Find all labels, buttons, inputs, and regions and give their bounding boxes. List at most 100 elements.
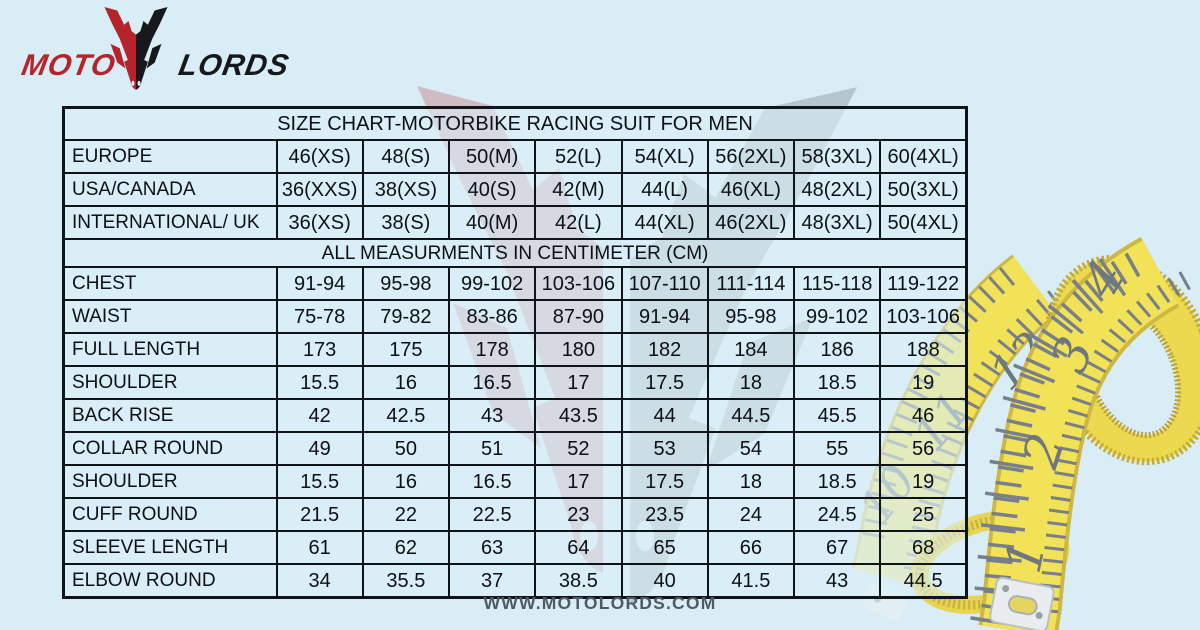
table-cell: 36(XS): [275, 205, 364, 240]
table-cell: 173: [275, 332, 364, 367]
table-cell: 95-98: [361, 266, 451, 301]
table-cell: 43: [792, 563, 882, 599]
table-cell: 17: [534, 464, 623, 499]
table-cell: 50(M): [447, 139, 537, 174]
table-cell: 19: [879, 464, 968, 499]
table-cell: 67: [792, 530, 882, 565]
table-cell: 18.5: [792, 365, 882, 400]
table-cell: 52(L): [534, 139, 623, 174]
table-cell: 60(4XL): [879, 139, 968, 174]
table-cell: 40(M): [447, 205, 537, 240]
table-cell: 41.5: [706, 563, 796, 599]
table-row: EUROPE 46(XS) 48(S) 50(M) 52(L) 54(XL) 56(2XL)…: [62, 139, 968, 174]
bull-logo-icon: [104, 7, 168, 90]
table-cell: 46(2XL): [706, 205, 796, 240]
table-cell: 50(4XL): [879, 205, 968, 240]
table-cell: 91-94: [620, 299, 709, 334]
table-cell: 17.5: [620, 365, 709, 400]
row-label: BACK RISE: [62, 398, 278, 433]
table-row: SHOULDER 15.5 16 16.5 17 17.5 18 18.5 19: [62, 365, 968, 400]
table-cell: 37: [447, 563, 537, 599]
table-cell: 99-102: [792, 299, 882, 334]
table-cell: 46: [879, 398, 968, 433]
table-cell: 64: [534, 530, 623, 565]
table-cell: 23.5: [620, 497, 709, 532]
table-cell: 46(XL): [706, 172, 796, 207]
row-label: ELBOW ROUND: [62, 563, 278, 599]
website-url: WWW.MOTOLORDS.COM: [483, 593, 717, 613]
table-cell: 51: [447, 431, 537, 466]
row-label: INTERNATIONAL/ UK: [62, 205, 278, 240]
table-cell: 34: [275, 563, 364, 599]
table-cell: 42(L): [534, 205, 623, 240]
table-cell: 63: [447, 530, 537, 565]
table-cell: 87-90: [534, 299, 623, 334]
table-cell: 54: [706, 431, 796, 466]
table-cell: 43.5: [534, 398, 623, 433]
table-cell: 182: [620, 332, 709, 367]
table-cell: 119-122: [879, 266, 968, 301]
row-label: WAIST: [62, 299, 278, 334]
table-cell: 186: [792, 332, 882, 367]
table-cell: 15.5: [275, 464, 364, 499]
row-label: EUROPE: [62, 139, 278, 174]
table-cell: 184: [706, 332, 796, 367]
table-cell: 44: [620, 398, 709, 433]
table-cell: 56(2XL): [706, 139, 796, 174]
table-row: CUFF ROUND 21.5 22 22.5 23 23.5 24 24.5 25: [62, 497, 968, 532]
table-cell: 56: [879, 431, 968, 466]
table-cell: 16: [361, 464, 451, 499]
table-row: INTERNATIONAL/ UK 36(XS) 38(S) 40(M) 42(L) 44…: [62, 205, 968, 240]
row-label: CHEST: [62, 266, 278, 301]
table-cell: 17.5: [620, 464, 709, 499]
table-cell: 25: [879, 497, 968, 532]
table-cell: 18.5: [792, 464, 882, 499]
size-chart-table: SIZE CHART-MOTORBIKE RACING SUIT FOR MEN…: [62, 106, 968, 599]
table-cell: 45.5: [792, 398, 882, 433]
section-header: ALL MEASURMENTS IN CENTIMETER (CM): [62, 238, 968, 268]
tape-front-band: 4 3 2 1: [992, 250, 1186, 630]
table-cell: 24: [706, 497, 796, 532]
table-cell: 53: [620, 431, 709, 466]
table-title-row: SIZE CHART-MOTORBIKE RACING SUIT FOR MEN: [62, 106, 968, 141]
table-cell: 44.5: [706, 398, 796, 433]
table-cell: 38(XS): [361, 172, 451, 207]
table-cell: 24.5: [792, 497, 882, 532]
row-label: SHOULDER: [62, 365, 278, 400]
table-cell: 18: [706, 365, 796, 400]
table-cell: 38(S): [361, 205, 451, 240]
table-cell: 43: [447, 398, 537, 433]
table-cell: 17: [534, 365, 623, 400]
table-cell: 16.5: [447, 365, 537, 400]
table-cell: 21.5: [275, 497, 364, 532]
table-cell: 38.5: [534, 563, 623, 599]
table-cell: 49: [275, 431, 364, 466]
table-cell: 23: [534, 497, 623, 532]
table-cell: 61: [275, 530, 364, 565]
row-label: CUFF ROUND: [62, 497, 278, 532]
table-cell: 22.5: [447, 497, 537, 532]
table-cell: 107-110: [620, 266, 709, 301]
table-cell: 44.5: [879, 563, 968, 599]
table-cell: 35.5: [361, 563, 451, 599]
section-header-row: ALL MEASURMENTS IN CENTIMETER (CM): [62, 238, 968, 268]
table-cell: 42.5: [361, 398, 451, 433]
table-cell: 178: [447, 332, 537, 367]
table-cell: 44(L): [620, 172, 709, 207]
table-row: COLLAR ROUND 49 50 51 52 53 54 55 56: [62, 431, 968, 466]
table-title: SIZE CHART-MOTORBIKE RACING SUIT FOR MEN: [62, 106, 968, 141]
table-cell: 22: [361, 497, 451, 532]
table-row: USA/CANADA 36(XXS) 38(XS) 40(S) 42(M) 44(L) 46…: [62, 172, 968, 207]
table-cell: 115-118: [792, 266, 882, 301]
row-label: FULL LENGTH: [62, 332, 278, 367]
table-cell: 91-94: [275, 266, 364, 301]
table-cell: 48(S): [361, 139, 451, 174]
table-cell: 103-106: [534, 266, 623, 301]
table-cell: 40: [620, 563, 709, 599]
table-cell: 68: [879, 530, 968, 565]
table-row: WAIST 75-78 79-82 83-86 87-90 91-94 95-98 99-10…: [62, 299, 968, 334]
row-label: SLEEVE LENGTH: [62, 530, 278, 565]
table-row: CHEST 91-94 95-98 99-102 103-106 107-110 111-1…: [62, 266, 968, 301]
table-cell: 83-86: [447, 299, 537, 334]
